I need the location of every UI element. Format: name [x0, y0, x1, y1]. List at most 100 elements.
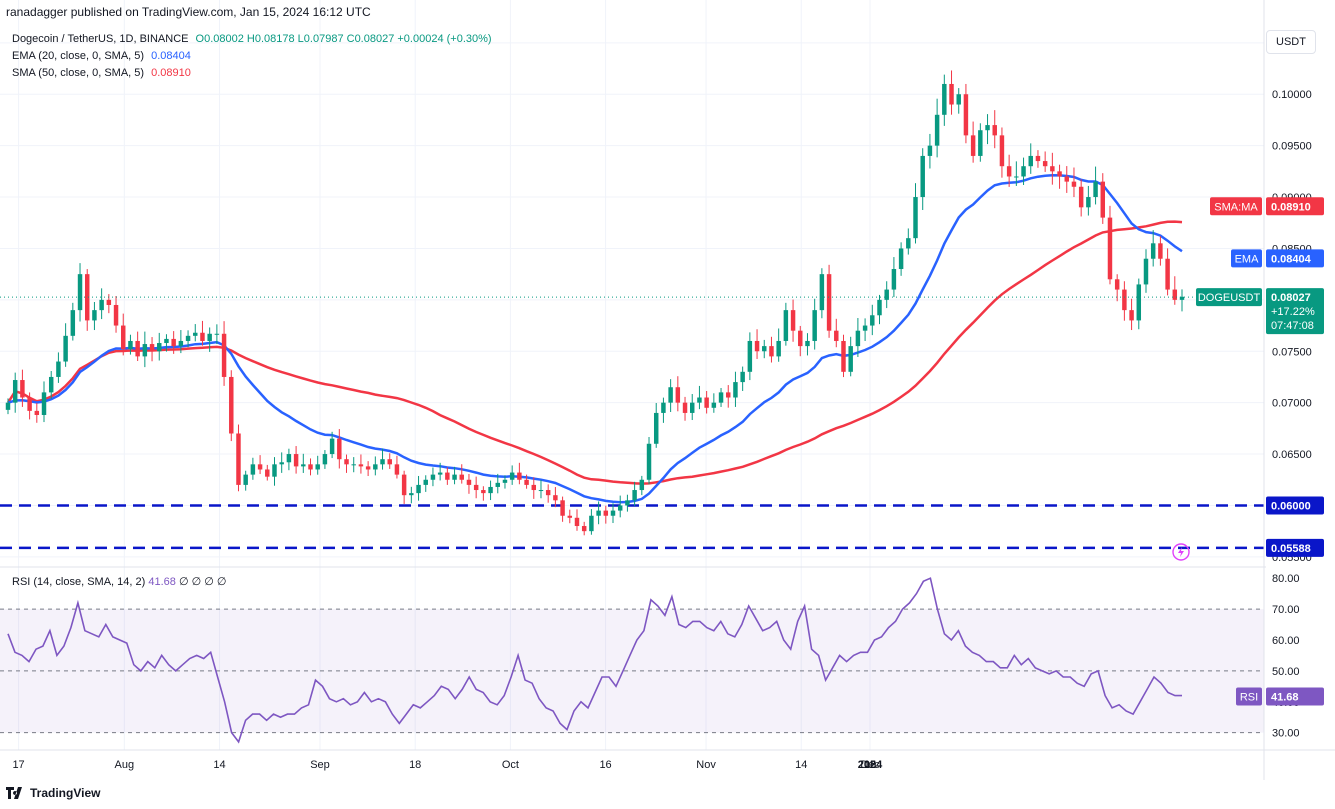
candle [12, 372, 18, 413]
candle [1172, 276, 1178, 305]
candle [574, 509, 580, 531]
legend-ema-row[interactable]: EMA (20, close, 0, SMA, 5) 0.08404 [12, 48, 496, 65]
svg-text:07:47:08: 07:47:08 [1271, 320, 1314, 332]
candle [121, 313, 126, 356]
candle [668, 379, 673, 413]
candle [286, 448, 292, 471]
candle [409, 486, 414, 504]
candle [560, 496, 565, 522]
candle [308, 458, 313, 476]
candle [783, 302, 789, 346]
candle [1071, 167, 1077, 198]
time-tick-label: 18 [864, 759, 876, 771]
candle [913, 183, 918, 244]
time-tick-label: 14 [213, 759, 225, 771]
candle [1035, 150, 1041, 168]
tradingview-logo[interactable]: TradingView [6, 786, 100, 800]
price-tag[interactable]: 0.08910 SMA:MA [1210, 197, 1324, 216]
candle [891, 257, 897, 298]
price-tag[interactable]: 0.08404 EMA [1231, 249, 1324, 268]
candle [596, 501, 601, 525]
candle [466, 473, 472, 494]
brand-text: TradingView [30, 786, 101, 800]
time-tick-label: Nov [696, 759, 716, 771]
candle [394, 455, 400, 479]
legend-sma-row[interactable]: SMA (50, close, 0, SMA, 5) 0.08910 [12, 65, 496, 82]
price-tick-label: 0.07500 [1272, 346, 1312, 358]
candle [214, 324, 220, 345]
chart-legend: Dogecoin / TetherUS, 1D, BINANCE O0.0800… [12, 31, 496, 82]
rsi-tick-label: 30.00 [1272, 728, 1300, 740]
svg-text:41.68: 41.68 [1271, 692, 1299, 704]
candle [776, 328, 781, 362]
candle [1114, 274, 1120, 302]
candle [1143, 249, 1149, 293]
price-tag[interactable]: 0.08027 +17.22% 07:47:08 DOGEUSDT [1196, 288, 1324, 335]
candle [509, 465, 515, 485]
price-tick-label: 0.09500 [1272, 141, 1312, 153]
candle [1057, 164, 1062, 189]
candles [0, 70, 1264, 536]
candle [337, 429, 342, 469]
candle [265, 464, 270, 481]
svg-text:RSI: RSI [1240, 692, 1258, 704]
price-tick-label: 0.10000 [1272, 89, 1312, 101]
price-tag[interactable]: 0.05588 [1266, 538, 1324, 557]
candle [135, 331, 140, 361]
price-tags: 0.08910 SMA:MA 0.08404 EMA 0.08027 +17.22% 07:… [1196, 197, 1324, 706]
rsi-extra: ∅ ∅ ∅ ∅ [178, 576, 227, 588]
candle [603, 505, 609, 524]
candle [380, 448, 385, 470]
candle [445, 467, 450, 485]
candle [553, 487, 558, 508]
candle [365, 461, 371, 477]
candle [257, 455, 263, 475]
candle [567, 509, 573, 524]
candle [1165, 248, 1170, 296]
candle [1078, 179, 1084, 217]
candle [92, 302, 97, 331]
candle [934, 98, 940, 158]
currency-button[interactable]: USDT [1266, 30, 1316, 54]
ema-label: EMA (20, close, 0, SMA, 5) [12, 50, 145, 62]
svg-text:EMA: EMA [1235, 253, 1260, 265]
candle [726, 385, 731, 408]
candle [517, 462, 522, 485]
price-tick-label: 0.07000 [1272, 398, 1312, 410]
candle [1129, 298, 1134, 331]
candle [805, 333, 810, 356]
price-tag[interactable]: 0.06000 [1266, 496, 1324, 515]
candle [855, 318, 861, 357]
candle [84, 269, 90, 331]
candle [841, 334, 846, 378]
rsi-value: 41.68 [148, 576, 176, 588]
sma-value: 0.08910 [151, 67, 191, 79]
legend-symbol-row[interactable]: Dogecoin / TetherUS, 1D, BINANCE O0.0800… [12, 31, 496, 48]
price-tick-label: 0.06500 [1272, 449, 1312, 461]
candle [1064, 166, 1069, 193]
candle [970, 121, 976, 163]
candle [20, 369, 25, 407]
rsi-tag[interactable]: 41.68 RSI [1236, 687, 1324, 706]
candle [531, 477, 537, 499]
candle [617, 495, 623, 518]
candle [877, 294, 882, 325]
ema-line [7, 174, 1183, 504]
candle [193, 324, 198, 342]
candle [704, 390, 709, 414]
flash-icon[interactable] [1172, 543, 1190, 561]
rsi-band [0, 608, 1264, 734]
rsi-legend[interactable]: RSI (14, close, SMA, 14, 2) 41.68 ∅ ∅ ∅ … [12, 575, 226, 588]
time-tick-label: Aug [115, 759, 135, 771]
rsi-line [7, 577, 1182, 744]
candle [1136, 278, 1142, 330]
svg-text:SMA:MA: SMA:MA [1214, 201, 1258, 213]
candle [625, 494, 630, 512]
candle [697, 385, 702, 410]
rsi-tick-label: 60.00 [1272, 635, 1300, 647]
candle [927, 133, 933, 169]
candle [142, 331, 148, 368]
candle [653, 403, 659, 448]
candle [898, 242, 904, 276]
candle [632, 481, 637, 506]
